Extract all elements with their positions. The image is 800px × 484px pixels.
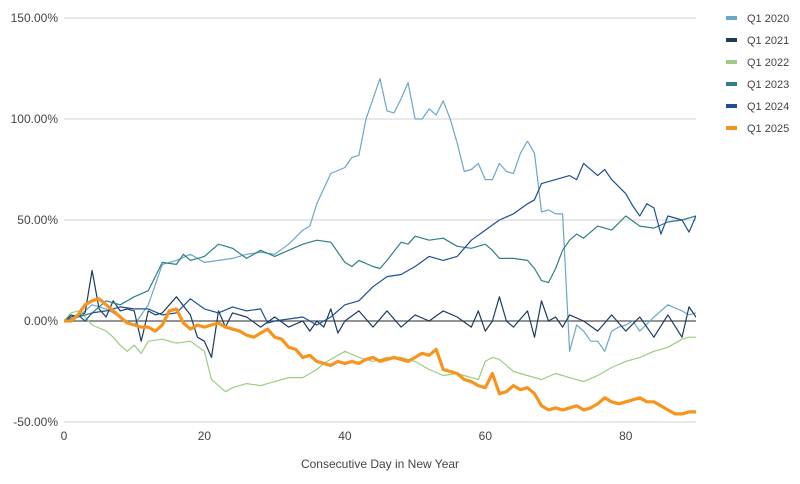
y-axis-tick-labels: -50.00% 0.00% 50.00% 100.00% 150.00% xyxy=(11,11,59,429)
legend-swatch xyxy=(726,82,737,86)
series-line-q1-2023 xyxy=(64,215,696,322)
y-tick-label: 50.00% xyxy=(17,213,58,227)
legend-swatch xyxy=(726,38,737,42)
legend-swatch xyxy=(726,60,737,64)
legend-label: Q1 2023 xyxy=(747,79,789,91)
legend-label: Q1 2025 xyxy=(747,123,789,135)
legend-swatch xyxy=(726,16,737,20)
y-tick-label: -50.00% xyxy=(13,415,58,429)
x-tick-label: 40 xyxy=(338,429,352,443)
legend-swatch xyxy=(726,104,737,108)
x-axis-title: Consecutive Day in New Year xyxy=(301,457,459,471)
legend-swatch xyxy=(726,126,737,130)
x-axis-tick-labels: 0 20 40 60 80 xyxy=(61,429,633,443)
legend-label: Q1 2024 xyxy=(747,101,789,113)
y-tick-label: 150.00% xyxy=(11,11,59,25)
legend: Q1 2020 Q1 2021 Q1 2022 Q1 2023 Q1 2024 Q1 20… xyxy=(726,13,789,135)
series-line-q1-2022 xyxy=(64,310,696,393)
legend-label: Q1 2021 xyxy=(747,35,789,47)
y-tick-label: 0.00% xyxy=(24,314,58,328)
x-tick-label: 0 xyxy=(61,429,68,443)
series-lines xyxy=(64,78,696,416)
series-line-q1-2025 xyxy=(64,297,696,416)
x-tick-label: 60 xyxy=(479,429,493,443)
gridlines xyxy=(64,17,696,423)
x-tick-label: 80 xyxy=(619,429,633,443)
y-tick-label: 100.00% xyxy=(11,112,59,126)
legend-label: Q1 2022 xyxy=(747,57,789,69)
series-line-q1-2020 xyxy=(64,78,696,352)
series-line-q1-2021 xyxy=(64,269,696,358)
x-tick-label: 20 xyxy=(198,429,212,443)
legend-label: Q1 2020 xyxy=(747,13,789,25)
